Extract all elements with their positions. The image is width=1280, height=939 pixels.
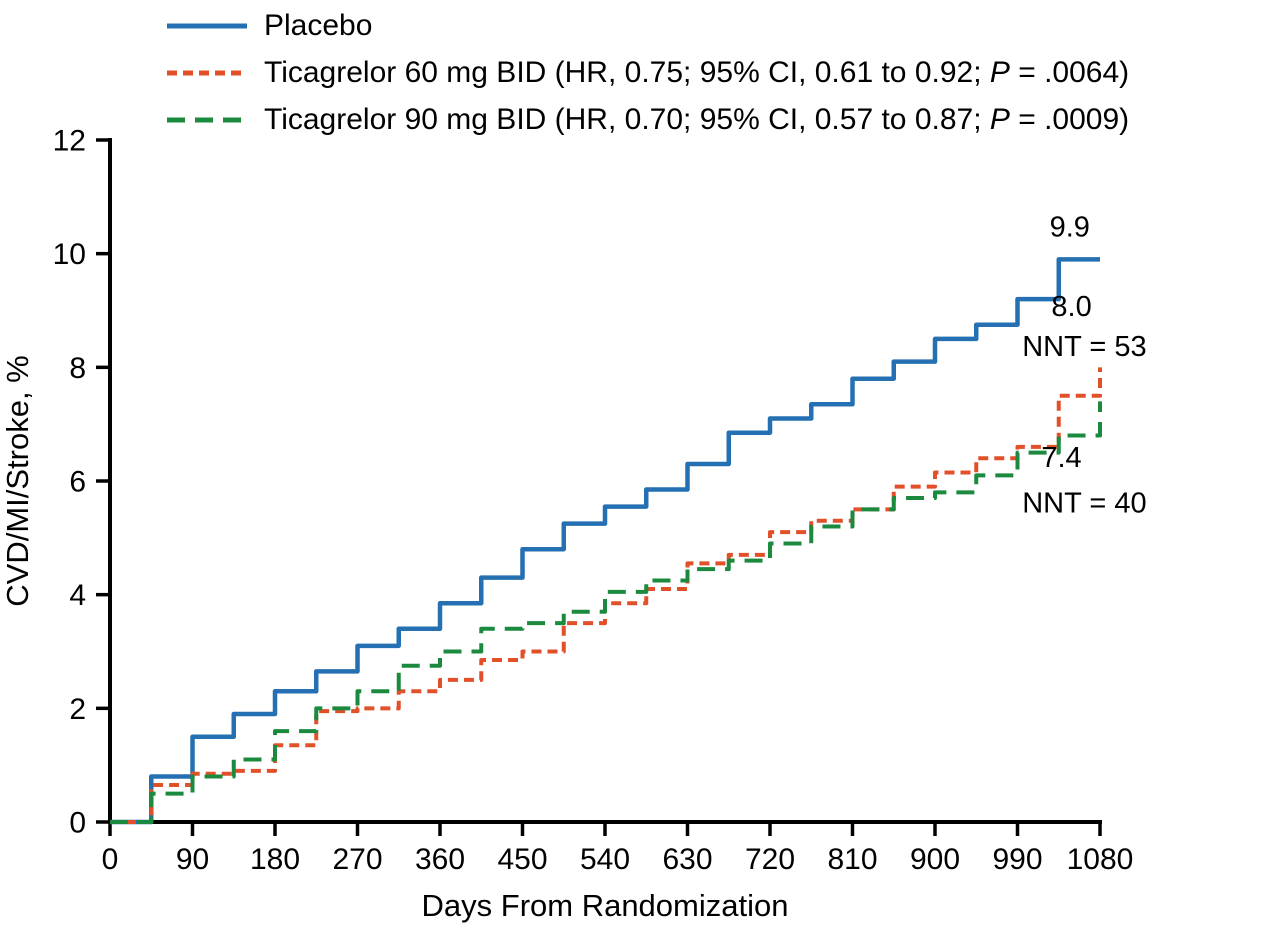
legend-label-ticagrelor-60: Ticagrelor 60 mg BID (HR, 0.75; 95% CI, … (264, 56, 1129, 89)
series-ticagrelor-90 (110, 401, 1102, 824)
legend-label-ticagrelor-90: Ticagrelor 90 mg BID (HR, 0.70; 95% CI, … (264, 103, 1129, 136)
y-axis-title: CVD/MI/Stroke, % (0, 355, 35, 607)
x-tick-label: 180 (250, 843, 300, 876)
annotation: NNT = 53 (1022, 331, 1146, 363)
x-tick-label: 630 (662, 843, 712, 876)
x-tick-label: 810 (827, 843, 877, 876)
legend-item-ticagrelor-60: Ticagrelor 60 mg BID (HR, 0.75; 95% CI, … (166, 49, 1129, 96)
x-tick-label: 270 (332, 843, 382, 876)
y-tick-label: 0 (69, 807, 86, 840)
legend-text: Ticagrelor 90 mg BID (HR, 0.70; 95% CI, … (264, 103, 990, 136)
axes (108, 138, 1102, 824)
legend-text: = .0009) (1009, 103, 1130, 136)
y-tick-label: 4 (69, 579, 86, 612)
ticagrelor-60-line-swatch (167, 70, 247, 75)
legend-text-italic: P (989, 103, 1010, 136)
annotation: NNT = 40 (1022, 487, 1146, 519)
x-tick-label: 990 (992, 843, 1042, 876)
annotation: 7.4 (1041, 442, 1081, 474)
x-tick-label: 900 (910, 843, 960, 876)
legend-text: Ticagrelor 60 mg BID (HR, 0.75; 95% CI, … (264, 56, 990, 89)
y-tick-label: 10 (53, 238, 86, 271)
series-ticagrelor-60 (110, 367, 1102, 824)
x-axis-title: Days From Randomization (422, 888, 789, 923)
y-tick-label: 2 (69, 693, 86, 726)
annotation: 8.0 (1051, 291, 1091, 323)
annotation: 9.9 (1050, 212, 1090, 244)
x-tick-label: 90 (176, 843, 209, 876)
legend-text-italic: P (989, 56, 1010, 89)
legend-text: Placebo (264, 9, 373, 42)
y-tick-label: 8 (69, 352, 86, 385)
legend-item-ticagrelor-90: Ticagrelor 90 mg BID (HR, 0.70; 95% CI, … (166, 96, 1129, 143)
series-placebo (110, 257, 1100, 825)
x-tick-label: 360 (415, 843, 465, 876)
legend-label-placebo: Placebo (264, 9, 372, 42)
placebo-line-swatch (167, 23, 247, 28)
x-tick-label: 450 (497, 843, 547, 876)
x-tick-label: 720 (745, 843, 795, 876)
legend-text: = .0064) (1009, 56, 1130, 89)
y-tick-label: 12 (53, 125, 86, 158)
x-tick-label: 1080 (1067, 843, 1134, 876)
legend: Placebo Ticagrelor 60 mg BID (HR, 0.75; … (166, 2, 1129, 143)
x-tick-label: 0 (102, 843, 119, 876)
legend-item-placebo: Placebo (166, 2, 1129, 49)
x-tick-label: 540 (580, 843, 630, 876)
y-tick-label: 6 (69, 466, 86, 499)
ticagrelor-90-line-swatch (167, 117, 247, 122)
